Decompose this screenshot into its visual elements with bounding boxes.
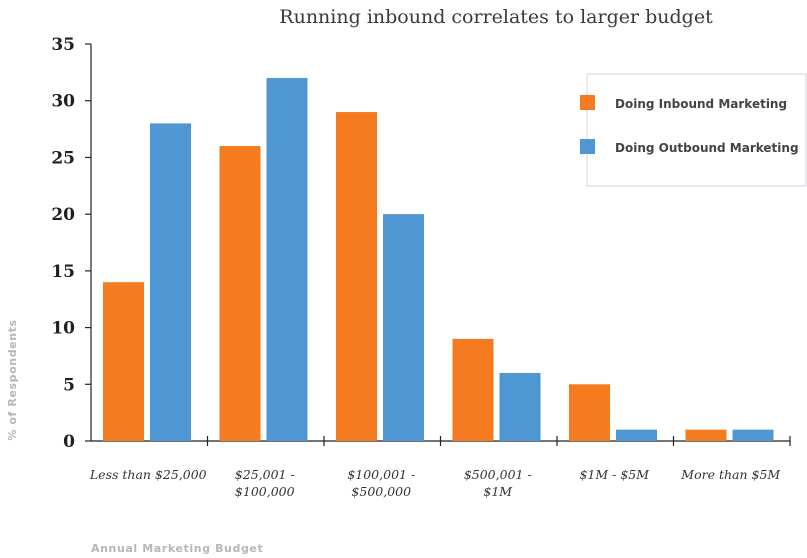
- bar-inbound: [103, 282, 144, 441]
- y-tick-label: 35: [51, 35, 75, 55]
- y-tick-label: 20: [51, 205, 75, 225]
- x-axis: Less than $25,000 $25,001 - $100,000 $100,0…: [89, 436, 791, 499]
- bar-outbound: [499, 372, 541, 441]
- y-tick-label: 0: [63, 432, 75, 452]
- bar-outbound: [616, 429, 657, 441]
- y-tick-label: 15: [51, 262, 75, 282]
- x-tick-label: Less than $25,000: [89, 467, 207, 482]
- x-tick-label: $100,000: [235, 484, 295, 499]
- legend-box: [586, 73, 807, 187]
- legend-label: Doing Inbound Marketing: [615, 97, 787, 111]
- legend-label: Doing Outbound Marketing: [615, 141, 799, 155]
- x-tick-label: $100,001 -: [347, 467, 415, 482]
- x-tick-label: $25,001 -: [235, 467, 295, 482]
- bar-outbound: [150, 123, 191, 442]
- y-axis-label: % of Respondents: [6, 319, 19, 440]
- bar-inbound: [336, 112, 377, 442]
- bars: [103, 78, 774, 442]
- y-tick-label: 30: [51, 92, 75, 112]
- bar-inbound: [452, 338, 494, 441]
- x-tick-label: $500,000: [351, 484, 411, 499]
- bar-outbound: [266, 78, 308, 442]
- x-axis-label: Annual Marketing Budget: [91, 542, 263, 555]
- x-tick-label: More than $5M: [680, 467, 781, 482]
- x-tick-label: $500,001 -: [464, 467, 532, 482]
- bar-inbound: [219, 146, 261, 442]
- chart-title: Running inbound correlates to larger bud…: [279, 6, 713, 28]
- legend-swatch: [580, 139, 595, 154]
- bar-outbound: [732, 429, 774, 441]
- y-tick-label: 25: [51, 148, 75, 168]
- x-tick-label: $1M: [483, 484, 513, 499]
- bar-inbound: [569, 384, 610, 441]
- x-tick-label: $1M - $5M: [579, 467, 650, 482]
- bar-outbound: [383, 214, 424, 441]
- y-axis: 0 5 10 15 20 25 30 35: [51, 35, 92, 452]
- legend: Doing Inbound Marketing Doing Outbound Ma…: [580, 73, 807, 187]
- bar-inbound: [685, 429, 727, 441]
- y-tick-label: 5: [63, 375, 75, 395]
- legend-swatch: [580, 95, 595, 110]
- y-tick-label: 10: [51, 319, 75, 339]
